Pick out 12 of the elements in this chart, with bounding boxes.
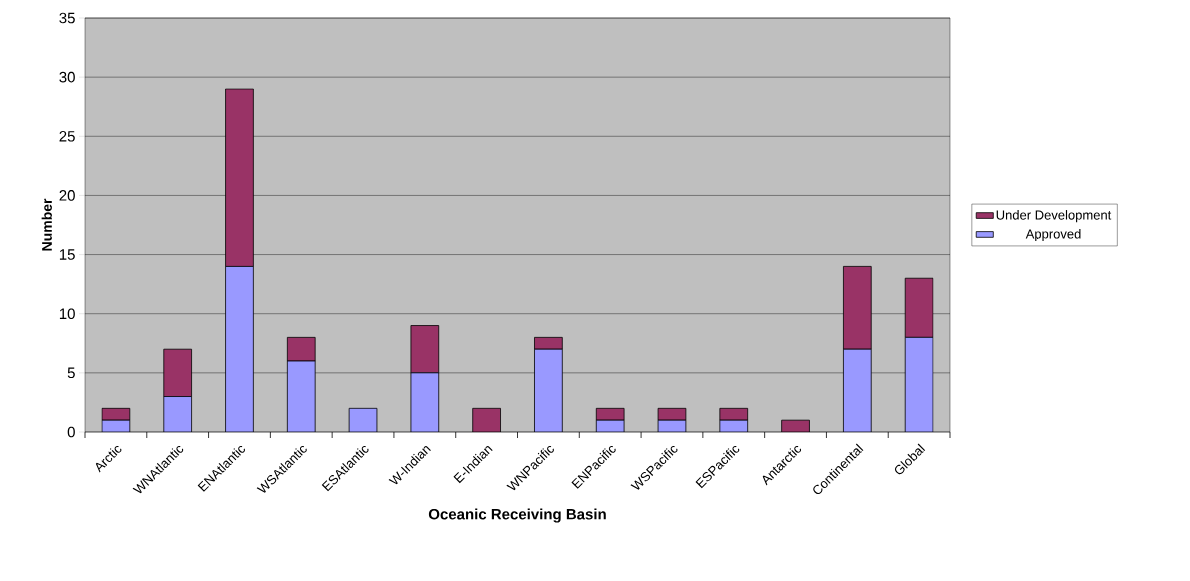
y-tick-label: 5 bbox=[67, 367, 75, 379]
y-tick-label: 20 bbox=[59, 190, 75, 201]
x-axis-title: Oceanic Receiving Basin bbox=[428, 508, 606, 523]
y-tick-label: 30 bbox=[59, 71, 75, 83]
text: Approved bbox=[1025, 228, 1081, 242]
y-tick-label: 0 bbox=[67, 426, 75, 438]
y-tick-label: 35 bbox=[59, 12, 75, 24]
y-tick-label: 25 bbox=[59, 130, 75, 142]
y-axis-title: Number bbox=[41, 198, 52, 251]
y-tick-label: 15 bbox=[59, 249, 75, 260]
legend-label: Under Development bbox=[996, 210, 1112, 223]
y-tick-label: 10 bbox=[59, 308, 75, 320]
